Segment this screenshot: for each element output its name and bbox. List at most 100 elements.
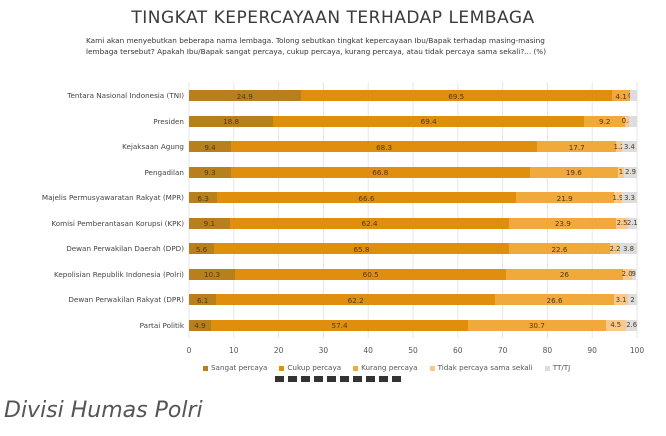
bar-segment-cukup-percaya xyxy=(273,115,585,127)
bar-segment-kurang-percaya xyxy=(529,166,618,178)
data-label: 21.9 xyxy=(556,193,573,203)
legend-swatch xyxy=(279,365,285,371)
data-label: 17.7 xyxy=(568,142,585,152)
bar-segment-tt-tj xyxy=(621,141,637,152)
bar-segment-kurang-percaya xyxy=(584,115,626,127)
legend-item: Cukup percaya xyxy=(279,363,341,372)
bar-segment-sangat-percaya xyxy=(189,319,211,331)
category-label: Kejaksaan Agung xyxy=(122,142,184,151)
bar-segment-cukup-percaya xyxy=(230,166,530,178)
data-label: 18.8 xyxy=(223,117,240,126)
data-label: 9.3 xyxy=(204,168,216,177)
bar-segment-kurang-percaya xyxy=(508,243,611,254)
x-tick-label: 80 xyxy=(542,346,553,355)
data-label: 1 xyxy=(618,168,624,176)
data-label: 62.4 xyxy=(361,219,378,228)
category-label: Komisi Pemberantasan Korupsi (KPK) xyxy=(51,218,184,228)
data-label: 69.4 xyxy=(420,117,437,126)
bar-segment-tidak-percaya-sama-sekali xyxy=(616,141,622,152)
data-label: 1.9 xyxy=(612,193,624,202)
bar-segment-cukup-percaya xyxy=(217,192,516,203)
chart-panel: TINGKAT KEPERCAYAAN TERHADAP LEMBAGA Kam… xyxy=(41,8,646,382)
category-label: Partai Politik xyxy=(139,320,184,330)
bar-segment-tt-tj xyxy=(622,192,637,203)
x-tick-label: 90 xyxy=(587,346,597,355)
legend-swatch xyxy=(544,365,550,371)
bar-segment-tidak-percaya-sama-sekali xyxy=(616,217,628,229)
data-label: 68.3 xyxy=(376,142,393,152)
data-label: 3.1 xyxy=(615,295,627,304)
data-label: 23.9 xyxy=(554,219,571,228)
data-label: 0.8 xyxy=(621,117,633,125)
bar-segment-sangat-percaya xyxy=(189,141,232,152)
bar-segment-tidak-percaya-sama-sekali xyxy=(617,166,624,178)
category-label: Dewan Perwakilan Daerah (DPD) xyxy=(66,244,184,253)
x-tick-label: 20 xyxy=(273,346,284,355)
chart-subtitle: Kami akan menyebutkan beberapa nama lemb… xyxy=(86,36,646,57)
x-tick-label: 50 xyxy=(408,346,418,355)
data-label: 2.5 xyxy=(616,219,628,227)
legend-label: Tidak percaya sama sekali xyxy=(437,363,533,372)
category-label: Pengadilan xyxy=(144,167,184,177)
bar-segment-cukup-percaya xyxy=(235,268,507,280)
data-label: 69.5 xyxy=(448,91,465,101)
bar-segment-sangat-percaya xyxy=(189,217,230,229)
x-tick-label: 40 xyxy=(363,346,373,355)
bar-segment-kurang-percaya xyxy=(611,90,631,101)
bar-segment-tt-tj xyxy=(631,268,636,280)
bar-segment-tidak-percaya-sama-sekali xyxy=(610,243,620,254)
data-label: 19.6 xyxy=(565,168,582,177)
data-label: 1.2 xyxy=(613,142,625,151)
bar-segment-tt-tj xyxy=(619,243,637,254)
bar-segment-cukup-percaya xyxy=(210,319,469,331)
legend-label: Sangat percaya xyxy=(211,363,268,372)
legend-swatch xyxy=(353,365,359,371)
bar-segment-tidak-percaya-sama-sekali xyxy=(614,294,629,305)
bar-segment-tidak-percaya-sama-sekali xyxy=(622,268,632,280)
data-label: 5.6 xyxy=(195,244,208,254)
bar-segment-tt-tj xyxy=(627,217,637,229)
data-label: 6.1 xyxy=(196,295,209,305)
legend-label: Kurang percaya xyxy=(361,363,418,372)
data-label: 3.3 xyxy=(624,193,635,202)
data-label: 2.1 xyxy=(626,219,638,227)
bar-segment-tidak-percaya-sama-sekali xyxy=(613,192,623,203)
bar-segment-sangat-percaya xyxy=(189,90,301,101)
data-label: 4.1 xyxy=(615,91,627,101)
category-label: Presiden xyxy=(153,116,184,126)
bar-segment-tt-tj xyxy=(628,294,637,305)
bar-segment-kurang-percaya xyxy=(515,192,614,203)
data-label: 9.1 xyxy=(203,219,216,228)
data-label: 26.6 xyxy=(546,295,563,305)
bar-segment-cukup-percaya xyxy=(231,141,538,152)
bar-segment-kurang-percaya xyxy=(506,268,623,280)
data-label: 65.8 xyxy=(353,244,370,254)
bar-segment-kurang-percaya xyxy=(509,217,617,229)
x-tick-label: 10 xyxy=(229,346,239,355)
bar-segment-tt-tj xyxy=(624,166,637,178)
category-label: Tentara Nasional Indonesia (TNI) xyxy=(67,91,184,100)
data-label: 66.6 xyxy=(358,193,375,203)
data-label: 60.5 xyxy=(362,270,379,279)
legend-swatch xyxy=(429,365,435,371)
data-label: 3.4 xyxy=(623,142,635,151)
legend-item: Tidak percaya sama sekali xyxy=(429,363,533,372)
data-label: 2.2 xyxy=(609,244,621,253)
subtitle-line-2: lembaga tersebut? Apakah Ibu/Bapak sanga… xyxy=(86,46,547,56)
data-label: 22.6 xyxy=(551,244,568,254)
bar-segment-sangat-percaya xyxy=(189,294,217,305)
data-label: 2 xyxy=(630,295,635,304)
bar-segment-cukup-percaya xyxy=(300,90,612,101)
data-label: 6.3 xyxy=(197,193,209,203)
bar-segment-tt-tj xyxy=(628,115,637,127)
legend-item: TT/TJ xyxy=(544,363,570,372)
legend-item: Sangat percaya xyxy=(203,363,267,372)
bar-segment-sangat-percaya xyxy=(189,192,218,203)
bar-segment-cukup-percaya xyxy=(214,243,509,254)
cropped-logo-text xyxy=(275,376,401,382)
chart-legend: Sangat percaya Cukup percaya Kurang percay… xyxy=(203,363,582,372)
data-label: 9.2 xyxy=(599,117,611,126)
bar-segment-kurang-percaya xyxy=(494,294,615,305)
bar-segment-cukup-percaya xyxy=(229,217,510,229)
data-label: 2.6 xyxy=(626,321,638,329)
